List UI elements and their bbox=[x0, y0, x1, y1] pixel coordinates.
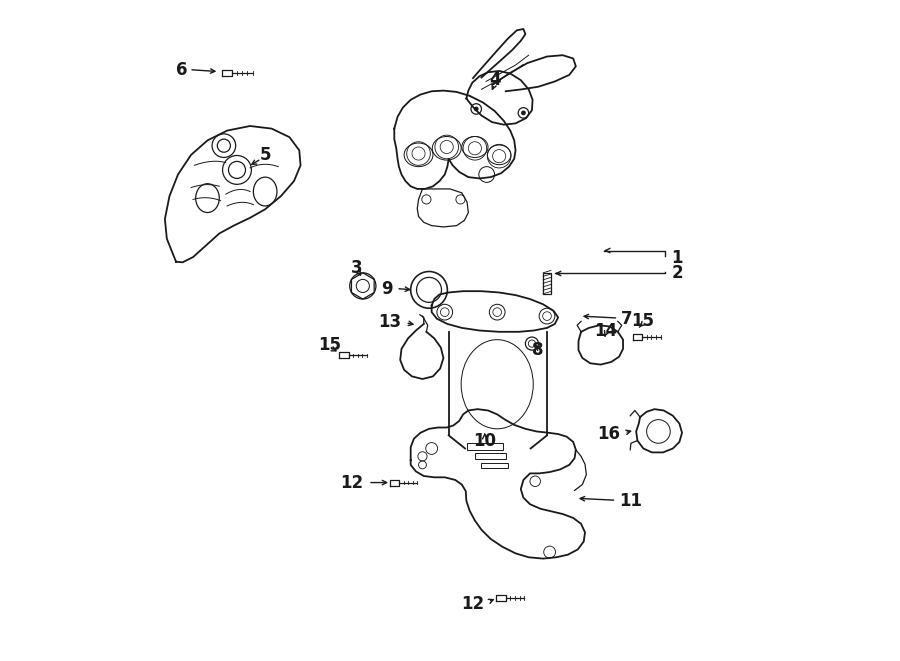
Circle shape bbox=[521, 110, 526, 115]
Text: 13: 13 bbox=[378, 313, 400, 331]
Text: 12: 12 bbox=[461, 596, 484, 613]
Text: 11: 11 bbox=[619, 492, 642, 510]
Text: 4: 4 bbox=[489, 71, 500, 89]
Text: 8: 8 bbox=[532, 341, 544, 359]
Bar bbox=[543, 273, 551, 293]
Text: 7: 7 bbox=[620, 310, 632, 328]
Text: 9: 9 bbox=[381, 280, 392, 297]
Text: 3: 3 bbox=[351, 258, 363, 276]
Text: 14: 14 bbox=[594, 321, 617, 340]
Text: 6: 6 bbox=[176, 61, 187, 79]
Bar bbox=[475, 453, 507, 459]
Text: 16: 16 bbox=[598, 425, 620, 443]
Text: 5: 5 bbox=[259, 146, 271, 164]
Text: 15: 15 bbox=[631, 313, 654, 330]
Text: 1: 1 bbox=[671, 249, 683, 268]
Bar bbox=[482, 463, 508, 468]
Text: 15: 15 bbox=[318, 336, 341, 354]
Circle shape bbox=[474, 106, 479, 111]
Text: 10: 10 bbox=[473, 432, 496, 449]
Text: 12: 12 bbox=[340, 473, 364, 492]
Bar bbox=[467, 444, 503, 449]
Text: 2: 2 bbox=[671, 264, 683, 282]
